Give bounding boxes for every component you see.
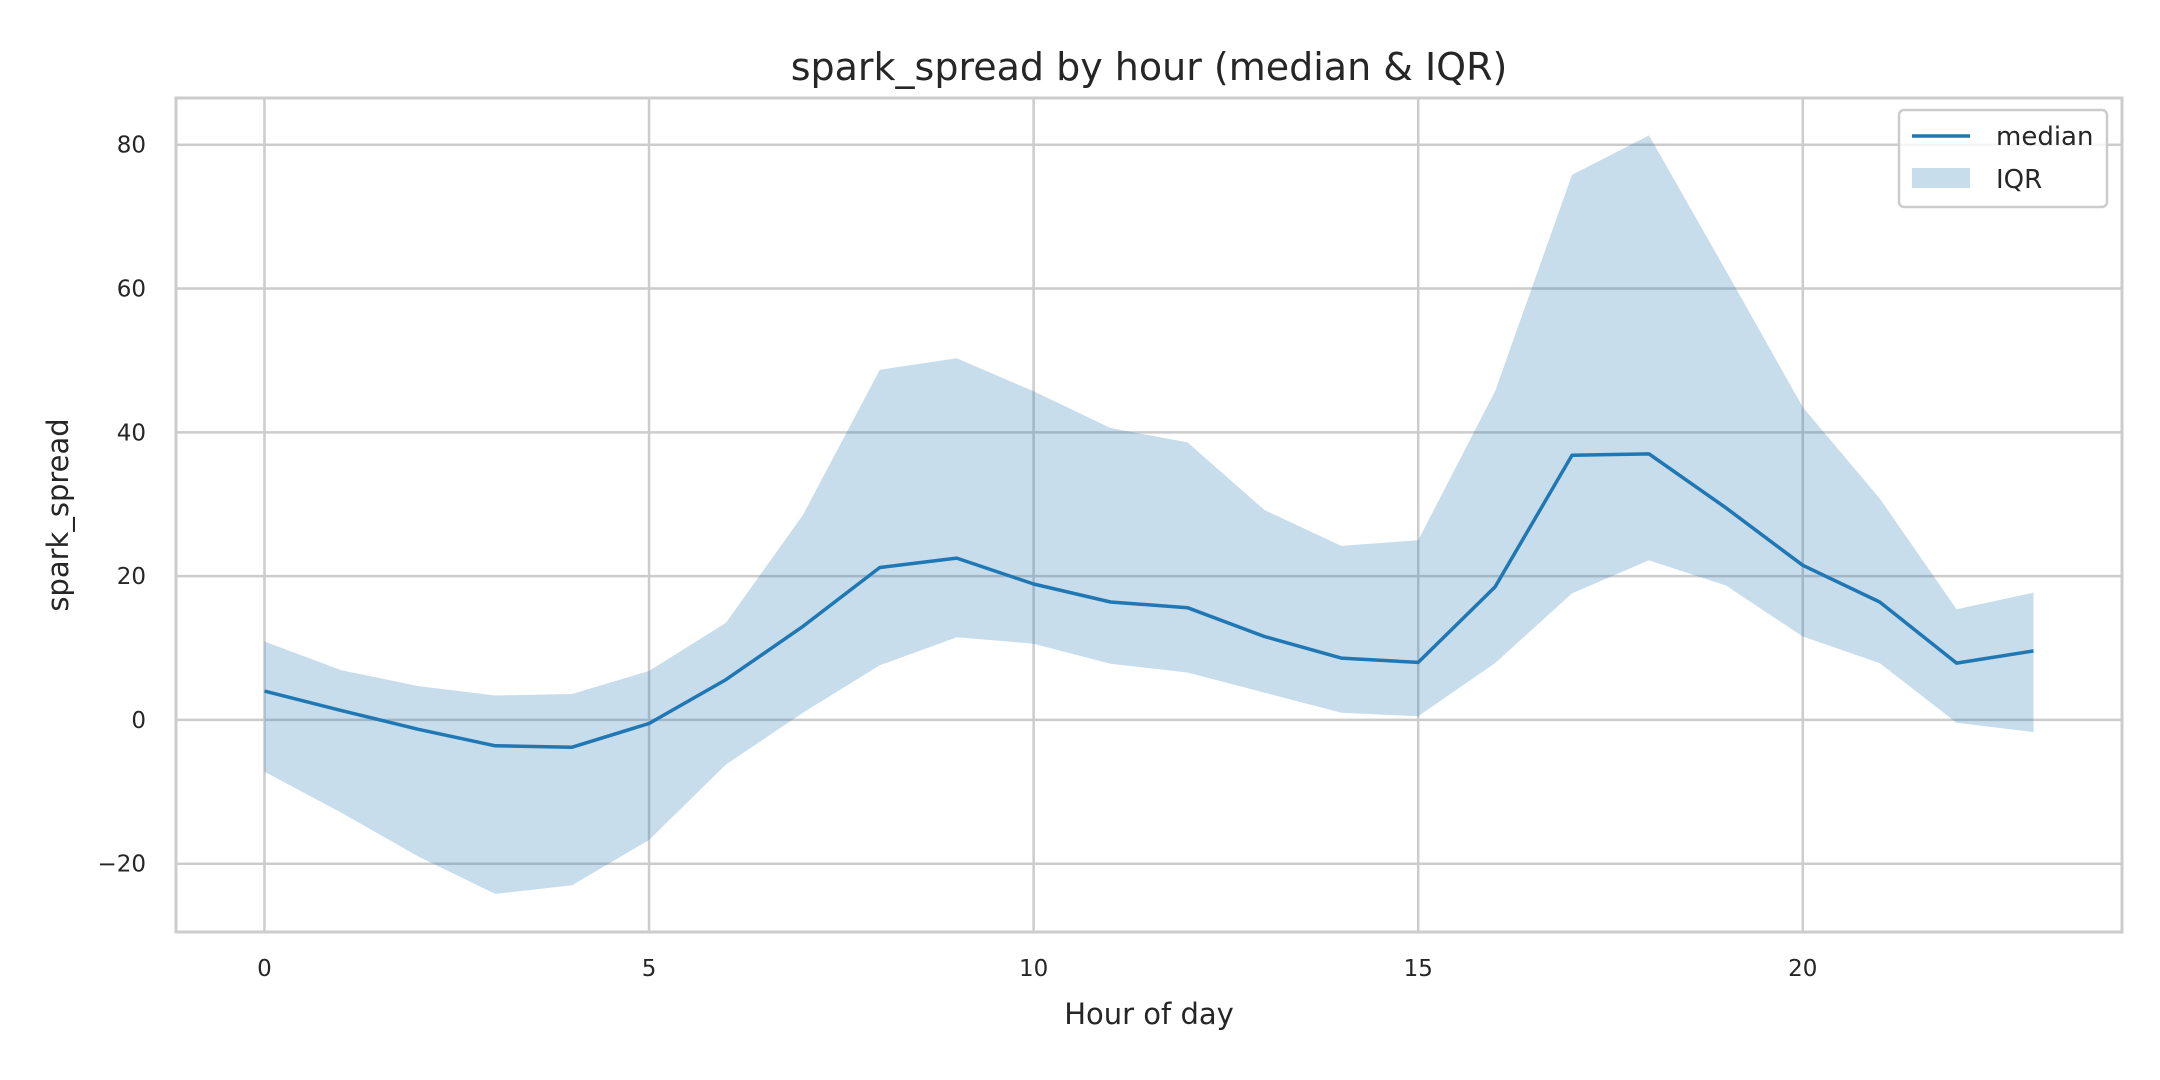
median-line-layer [264,452,2034,749]
x-axis-label: Hour of day [1064,997,1234,1031]
iqr-band [264,135,2034,894]
plot-area [176,98,2122,932]
legend-label-iqr: IQR [1996,165,2042,195]
iqr-band-layer [264,135,2034,894]
median-line [264,452,2034,749]
x-tick-label: 20 [1788,956,1817,982]
y-tick-label: 60 [117,277,146,303]
y-tick-label: 80 [117,133,146,159]
y-tick-label: 40 [117,420,146,446]
plot-frame [174,96,2124,934]
x-tick-label: 10 [1019,956,1048,982]
x-tick-label: 15 [1404,956,1433,982]
y-tick-label: −20 [97,852,146,878]
x-tick-labels: 0 5 10 15 20 [257,956,1817,982]
legend-label-median: median [1996,122,2093,152]
legend-swatch-iqr [1912,168,1970,188]
grid-lines [176,98,2122,932]
x-tick-label: 5 [642,956,657,982]
x-tick-label: 0 [257,956,272,982]
legend: median IQR [1897,108,2109,209]
y-tick-labels: −20 0 20 40 60 80 [97,133,146,878]
y-axis-label: spark_spread [41,418,75,611]
y-tick-label: 0 [131,708,146,734]
y-tick-label: 20 [117,564,146,590]
chart-title: spark_spread by hour (median & IQR) [791,45,1508,89]
